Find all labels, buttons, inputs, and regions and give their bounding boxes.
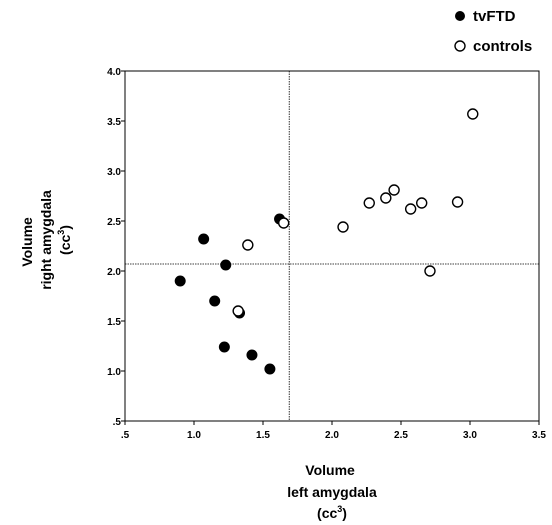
- control-point: [424, 265, 436, 277]
- y-axis-unit-close: ): [57, 225, 73, 230]
- x-tick-label: 2.0: [325, 430, 339, 441]
- control-point: [278, 217, 290, 229]
- legend-label-controls: controls: [473, 38, 532, 55]
- legend-item-tvftd: tvFTD: [455, 8, 516, 25]
- x-axis-unit-open: (cc: [317, 505, 337, 521]
- control-point: [232, 305, 244, 317]
- x-axis-title: Volume left amygdala: [287, 462, 377, 500]
- legend-label-tvftd: tvFTD: [473, 8, 516, 25]
- plot-area: [124, 70, 540, 422]
- y-axis-unit-open: (cc: [57, 235, 73, 255]
- tvftd-point: [209, 295, 221, 307]
- control-point: [388, 184, 400, 196]
- control-point: [404, 203, 417, 215]
- control-point: [380, 192, 392, 204]
- y-tick-label: 2.5: [107, 217, 121, 228]
- x-tick-label: 1.5: [256, 430, 270, 441]
- control-point: [416, 197, 428, 209]
- control-point: [242, 239, 254, 251]
- y-tick-label: 1.5: [107, 317, 121, 328]
- tvftd-point: [218, 341, 230, 353]
- control-point: [363, 197, 375, 209]
- legend-marker-filled: [455, 11, 465, 21]
- y-axis-title-line2: right amygdala: [38, 190, 54, 290]
- x-axis-title-line2: left amygdala: [287, 484, 377, 500]
- y-axis-unit-exponent: 3: [56, 230, 66, 235]
- y-axis-unit: (cc3): [56, 225, 73, 255]
- legend-marker-open: [454, 40, 466, 52]
- tvftd-point: [174, 275, 186, 287]
- y-tick-label: 1.0: [107, 367, 121, 378]
- y-tick-label: 2.0: [107, 267, 121, 278]
- x-axis-unit-close: ): [342, 505, 347, 521]
- x-tick-label: 3.0: [463, 430, 477, 441]
- data-points: [174, 108, 479, 375]
- tvftd-point: [198, 233, 210, 245]
- tvftd-point: [264, 363, 276, 375]
- x-tick-label: 3.5: [532, 430, 546, 441]
- x-axis-unit: (cc3): [317, 504, 347, 521]
- x-axis-ticks: .5 1.0 1.5 2.0 2.5 3.0 3.5: [121, 421, 546, 441]
- y-tick-label: 3.5: [107, 117, 121, 128]
- control-point: [467, 108, 479, 120]
- y-axis-title-line1: Volume: [19, 217, 35, 267]
- y-tick-label: .5: [113, 417, 122, 428]
- y-tick-label: 4.0: [107, 67, 121, 78]
- legend: tvFTD controls: [454, 8, 532, 55]
- x-tick-label: 1.0: [187, 430, 201, 441]
- x-axis-title-line1: Volume: [305, 462, 355, 478]
- tvftd-point: [246, 349, 258, 361]
- tvftd-point: [220, 259, 232, 271]
- control-point: [451, 196, 464, 208]
- x-tick-label: 2.5: [394, 430, 408, 441]
- x-axis-unit-exponent: 3: [337, 504, 342, 514]
- y-axis-ticks: .5 1.0 1.5 2.0 2.5 3.0 3.5 4.0: [107, 67, 125, 428]
- legend-item-controls: controls: [454, 38, 532, 55]
- x-tick-label: .5: [121, 430, 130, 441]
- y-axis-title: Volume right amygdala: [19, 190, 54, 290]
- y-tick-label: 3.0: [107, 167, 121, 178]
- control-point: [337, 221, 349, 233]
